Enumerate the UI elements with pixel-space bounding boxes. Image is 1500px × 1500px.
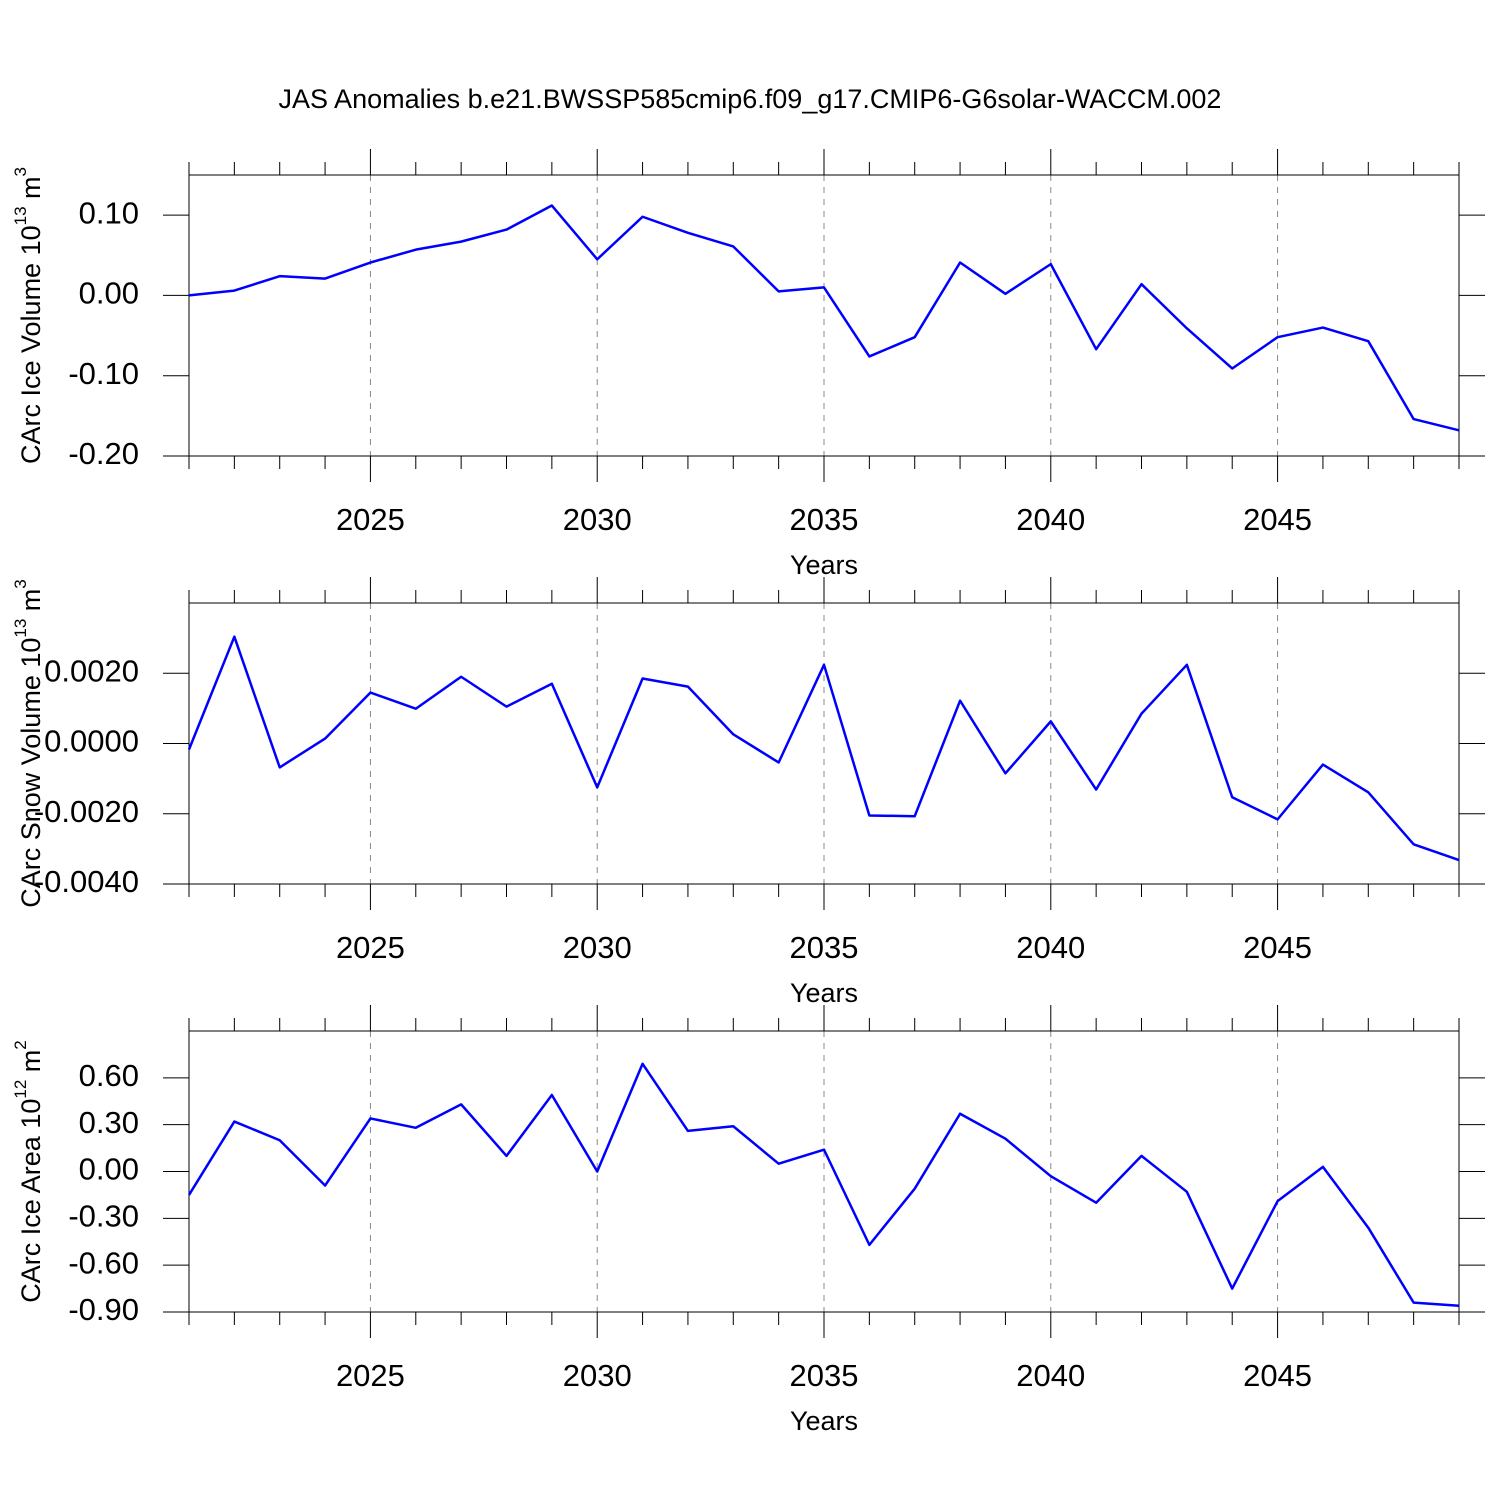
- x-tick-label: 2030: [563, 502, 632, 537]
- figure-title: JAS Anomalies b.e21.BWSSP585cmip6.f09_g1…: [279, 84, 1222, 114]
- x-tick-label: 2035: [790, 1358, 859, 1393]
- plot-frame: [188, 602, 1460, 885]
- x-tick-label: 2025: [336, 502, 405, 537]
- x-tick-label: 2045: [1243, 1358, 1312, 1393]
- x-axis-label: Years: [790, 550, 858, 580]
- y-axis-label-part: m: [16, 1050, 46, 1080]
- x-tick-label: 2045: [1243, 502, 1312, 537]
- data-line: [187, 1062, 1460, 1308]
- x-tick-label: 2045: [1243, 930, 1312, 965]
- y-tick-label: 0.0020: [44, 653, 139, 688]
- y-axis-label-part: CArc Ice Area 10: [16, 1099, 46, 1303]
- y-axis-label-superscript: 13: [11, 206, 30, 225]
- x-tick-label: 2040: [1016, 502, 1085, 537]
- y-axis-label-superscript: 13: [11, 619, 30, 638]
- y-tick-label: 0.30: [79, 1105, 139, 1140]
- y-axis-label: CArc Ice Area 1012 m2: [11, 1040, 46, 1303]
- x-tick-label: 2025: [336, 1358, 405, 1393]
- y-tick-label: 0.0000: [44, 724, 139, 759]
- y-axis-label: CArc Ice Volume 1013 m3: [11, 167, 46, 464]
- y-tick-label: -0.90: [68, 1292, 139, 1327]
- y-tick-label: -0.20: [68, 436, 139, 471]
- data-line: [187, 635, 1460, 862]
- y-axis-label: CArc Snow Volume 1013 m3: [11, 579, 46, 908]
- data-line: [188, 204, 1460, 432]
- y-tick-label: -0.0040: [34, 864, 139, 899]
- y-tick-label: -0.60: [68, 1245, 139, 1280]
- x-tick-label: 2035: [790, 502, 859, 537]
- y-tick-label: -0.0020: [34, 794, 139, 829]
- y-axis-label-superscript: 2: [11, 1040, 30, 1049]
- x-tick-label: 2035: [790, 930, 859, 965]
- y-axis-label-superscript: 3: [11, 167, 30, 176]
- y-axis-label-part: CArc Snow Volume 10: [16, 638, 46, 908]
- x-tick-label: 2040: [1016, 930, 1085, 965]
- x-axis-label: Years: [790, 1406, 858, 1436]
- y-tick-label: -0.10: [68, 356, 139, 391]
- y-axis-label-part: CArc Ice Volume 10: [16, 225, 46, 464]
- y-axis-label-superscript: 12: [11, 1080, 30, 1099]
- plot-frame: [188, 1030, 1460, 1313]
- y-axis-label-part: m: [16, 176, 46, 206]
- y-tick-label: 0.00: [79, 276, 139, 311]
- y-tick-label: -0.30: [68, 1199, 139, 1234]
- x-tick-label: 2040: [1016, 1358, 1085, 1393]
- y-axis-label-superscript: 3: [11, 579, 30, 588]
- x-tick-label: 2025: [336, 930, 405, 965]
- x-axis-label: Years: [790, 978, 858, 1008]
- x-tick-label: 2030: [563, 930, 632, 965]
- y-tick-label: 0.10: [79, 195, 139, 230]
- y-axis-label-part: m: [16, 589, 46, 619]
- x-tick-label: 2030: [563, 1358, 632, 1393]
- y-tick-label: 0.60: [79, 1058, 139, 1093]
- y-tick-label: 0.00: [79, 1152, 139, 1187]
- plot-frame: [188, 174, 1460, 457]
